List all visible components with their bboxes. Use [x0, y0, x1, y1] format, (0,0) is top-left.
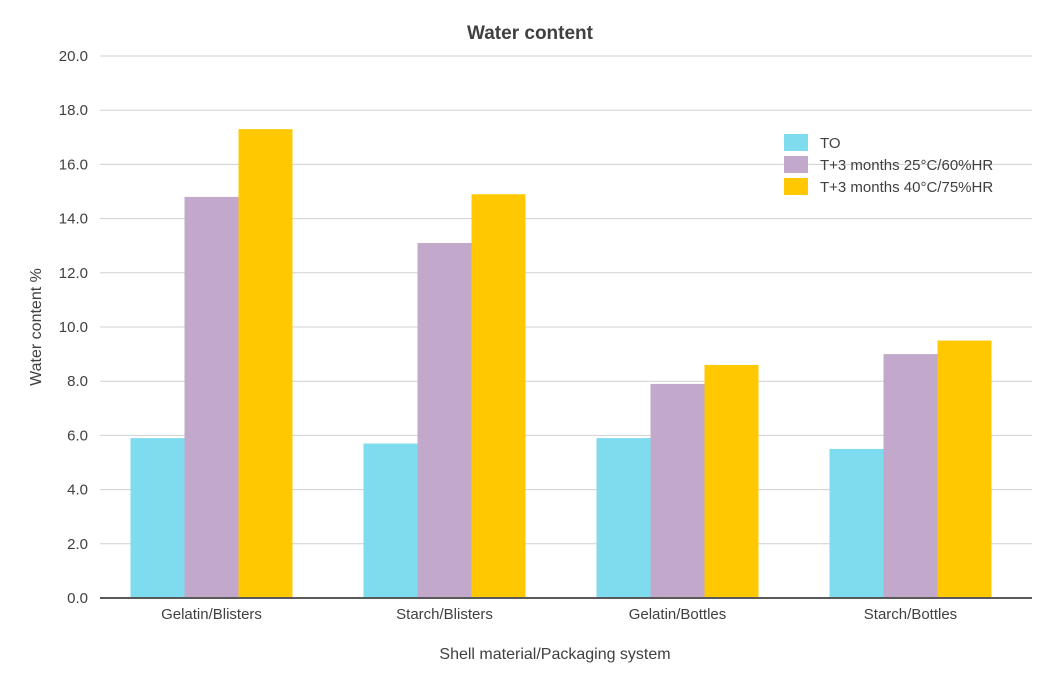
bar [937, 340, 992, 598]
y-tick-label: 20.0 [59, 48, 88, 65]
bar [596, 438, 651, 598]
y-tick-label: 2.0 [67, 536, 88, 553]
legend-label: T+3 months 40°C/75%HR [820, 179, 993, 196]
y-tick-label: 16.0 [59, 156, 88, 173]
legend-label: T+3 months 25°C/60%HR [820, 157, 993, 174]
bar [704, 364, 759, 598]
y-tick-label: 10.0 [59, 319, 88, 336]
bar [471, 194, 526, 598]
y-tick-label: 4.0 [67, 482, 88, 499]
y-axis-label: Water content % [28, 268, 45, 386]
chart-title: Water content [467, 23, 594, 44]
y-axis-ticks: 0.0 2.0 4.0 6.0 8.0 10.0 12.0 14.0 16.0 18.0 20.0 [59, 48, 88, 607]
legend-swatch [784, 156, 808, 173]
legend-swatch [784, 134, 808, 151]
bar [238, 129, 293, 599]
bar [829, 448, 884, 598]
y-tick-label: 18.0 [59, 102, 88, 119]
legend-label: TO [820, 135, 841, 152]
bar [184, 196, 239, 599]
y-tick-label: 8.0 [67, 373, 88, 390]
x-tick-label: Starch/Blisters [396, 606, 493, 623]
bar [883, 354, 938, 598]
y-tick-label: 12.0 [59, 265, 88, 282]
legend: TO T+3 months 25°C/60%HR T+3 months 40°C/7… [784, 134, 993, 196]
bar [363, 443, 418, 598]
bar [417, 242, 472, 599]
x-tick-label: Gelatin/Blisters [161, 606, 262, 623]
x-axis-ticks: Gelatin/Blisters Starch/Blisters Gelatin/B… [161, 606, 957, 623]
y-tick-label: 14.0 [59, 211, 88, 228]
x-axis-label: Shell material/Packaging system [439, 646, 670, 663]
bar [650, 383, 705, 598]
y-tick-label: 6.0 [67, 427, 88, 444]
y-tick-label: 0.0 [67, 590, 88, 607]
x-tick-label: Starch/Bottles [864, 606, 957, 623]
bar [130, 438, 185, 598]
x-tick-label: Gelatin/Bottles [629, 606, 727, 623]
legend-swatch [784, 178, 808, 195]
bars [130, 129, 992, 599]
